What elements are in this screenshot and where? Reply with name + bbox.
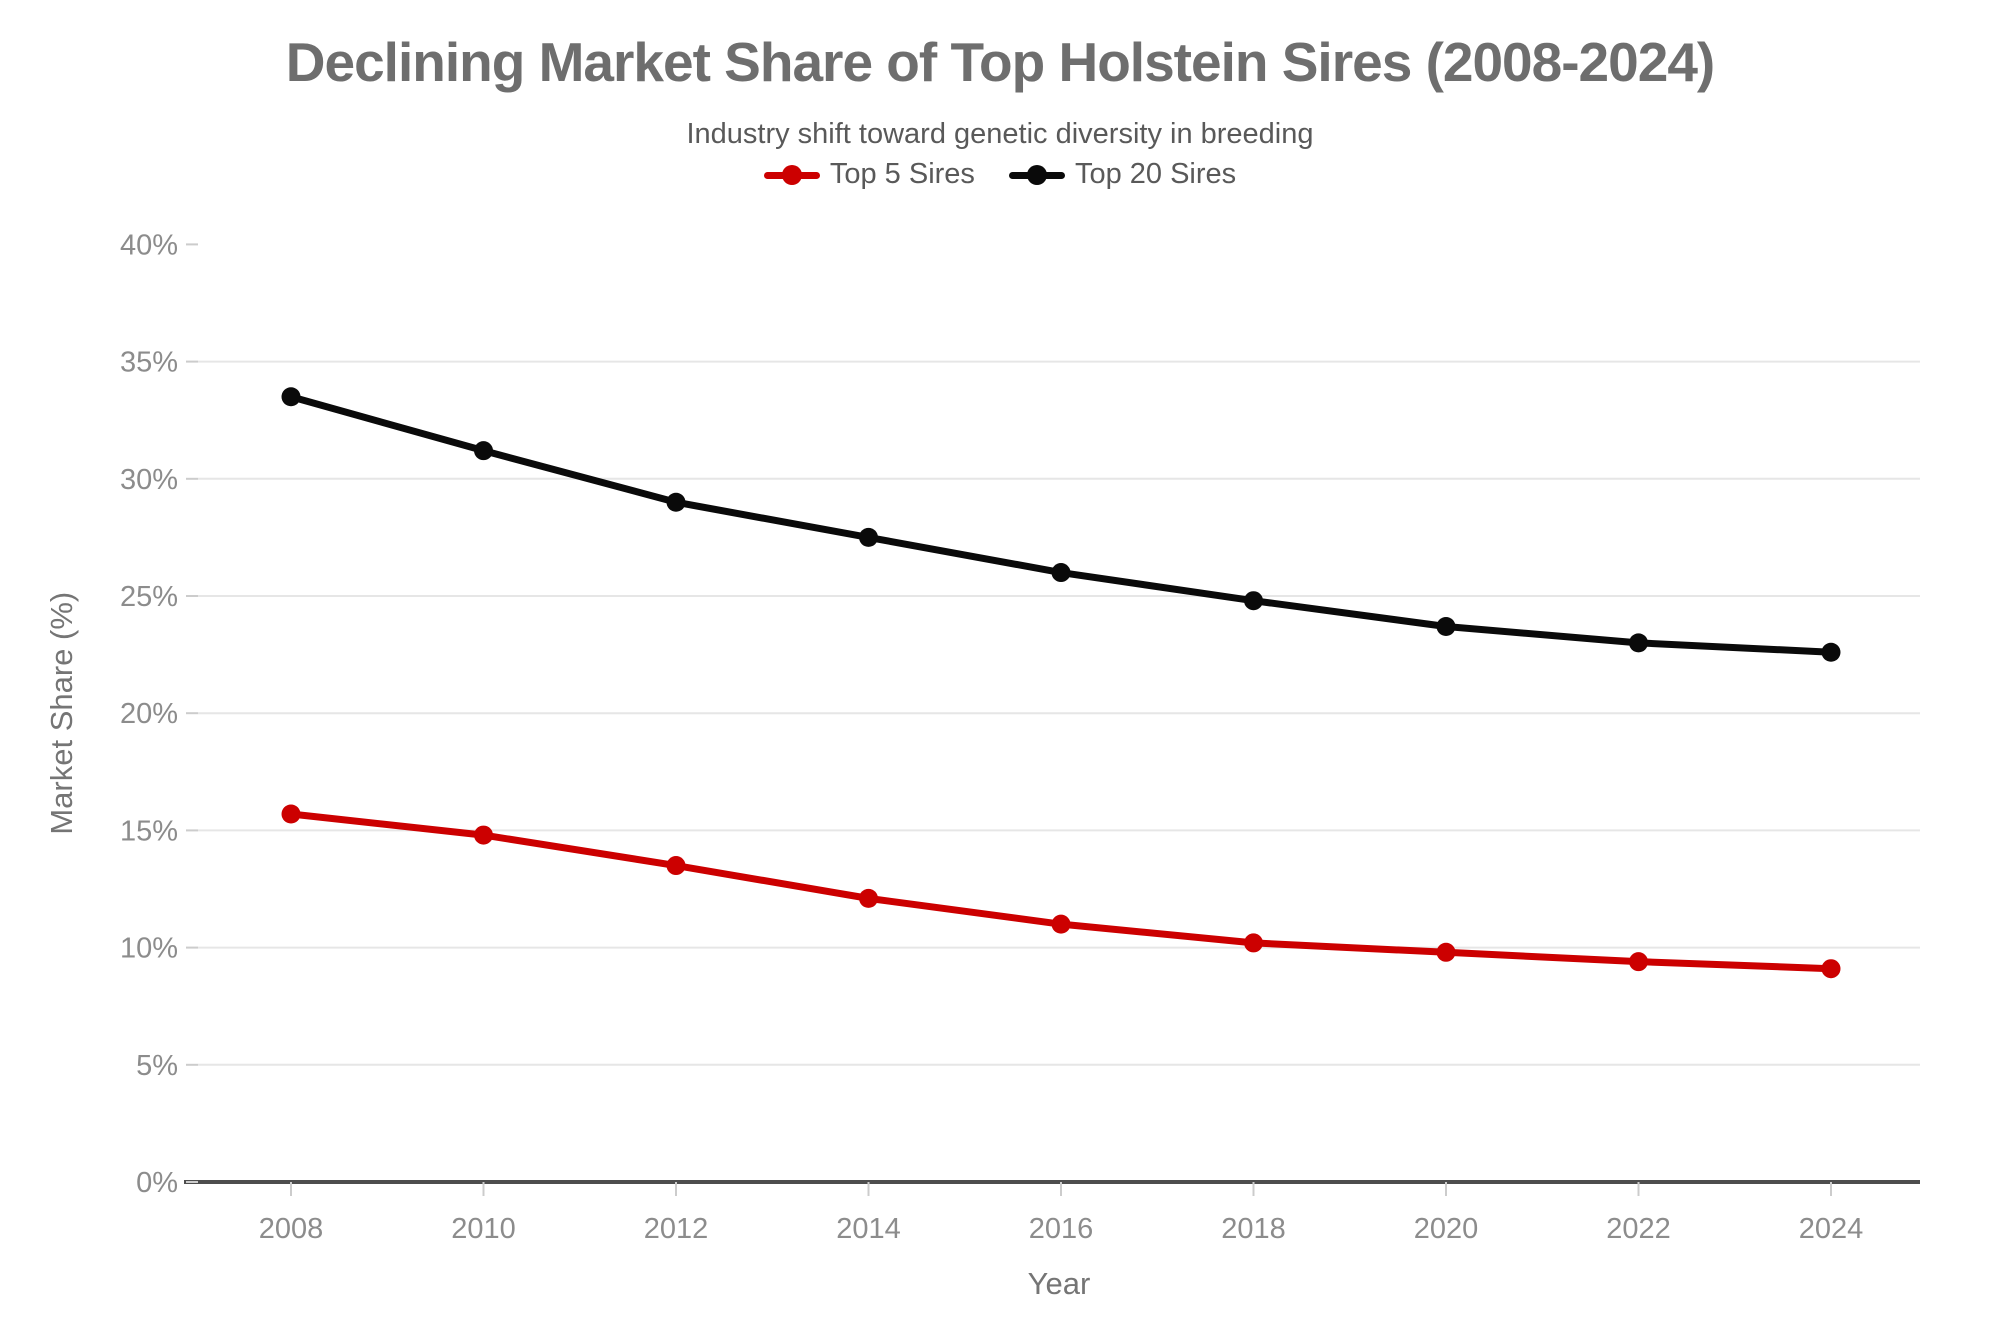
data-point-top-5-sires-2008[interactable] bbox=[281, 804, 301, 824]
x-tick-label-2014: 2014 bbox=[836, 1213, 901, 1245]
x-tick-label-2012: 2012 bbox=[644, 1213, 709, 1245]
x-axis-title: Year bbox=[1028, 1266, 1091, 1301]
data-point-top-20-sires-2024[interactable] bbox=[1821, 642, 1841, 662]
series-line-top-20-sires[interactable] bbox=[287, 393, 1835, 656]
legend-label: Top 5 Sires bbox=[829, 158, 975, 190]
data-point-top-20-sires-2020[interactable] bbox=[1436, 616, 1456, 636]
data-point-top-5-sires-2014[interactable] bbox=[859, 888, 878, 908]
data-point-top-20-sires-2016[interactable] bbox=[1051, 563, 1071, 583]
y-tick-label-40: 40% bbox=[120, 229, 178, 261]
legend-line-dot-icon bbox=[1008, 164, 1065, 186]
y-tick-label-15: 15% bbox=[120, 815, 178, 847]
x-tick-label-2018: 2018 bbox=[1221, 1213, 1286, 1245]
x-tick-label-2008: 2008 bbox=[259, 1213, 324, 1245]
data-point-top-5-sires-2022[interactable] bbox=[1629, 952, 1648, 972]
y-tick-label-0: 0% bbox=[136, 1167, 178, 1199]
data-point-top-20-sires-2022[interactable] bbox=[1629, 633, 1648, 653]
y-tick-label-10: 10% bbox=[120, 933, 178, 965]
data-point-top-5-sires-2012[interactable] bbox=[666, 856, 686, 876]
y-tick-label-20: 20% bbox=[120, 698, 178, 730]
x-tick-label-2024: 2024 bbox=[1799, 1213, 1864, 1245]
y-tick-label-5: 5% bbox=[136, 1050, 178, 1082]
legend-item-top-5-sires[interactable]: Top 5 Sires bbox=[763, 158, 975, 191]
chart-title: Declining Market Share of Top Holstein S… bbox=[285, 31, 1715, 93]
legend-item-top-20-sires[interactable]: Top 20 Sires bbox=[1008, 158, 1237, 191]
data-point-top-20-sires-2012[interactable] bbox=[666, 492, 686, 512]
data-point-top-5-sires-2020[interactable] bbox=[1436, 942, 1456, 962]
series-line-top-5-sires[interactable] bbox=[287, 810, 1835, 973]
data-point-top-5-sires-2010[interactable] bbox=[474, 825, 493, 845]
data-point-top-20-sires-2014[interactable] bbox=[859, 527, 878, 547]
y-axis-title: Market Share (%) bbox=[44, 592, 79, 835]
data-point-top-5-sires-2016[interactable] bbox=[1051, 914, 1071, 934]
data-point-top-5-sires-2018[interactable] bbox=[1244, 933, 1263, 953]
legend: Top 5 Sires Top 20 Sires bbox=[0, 158, 2000, 191]
y-tick-label-25: 25% bbox=[120, 581, 178, 613]
legend-line-dot-icon bbox=[763, 164, 820, 186]
y-tick-label-35: 35% bbox=[120, 347, 178, 379]
chart-subtitle: Industry shift toward genetic diversity … bbox=[686, 118, 1314, 150]
x-tick-label-2016: 2016 bbox=[1029, 1213, 1094, 1245]
legend-label: Top 20 Sires bbox=[1074, 158, 1237, 190]
data-point-top-20-sires-2008[interactable] bbox=[281, 387, 301, 407]
x-tick-label-2010: 2010 bbox=[451, 1213, 516, 1245]
data-point-top-20-sires-2010[interactable] bbox=[474, 441, 493, 461]
data-point-top-5-sires-2024[interactable] bbox=[1821, 959, 1841, 979]
x-tick-label-2020: 2020 bbox=[1414, 1213, 1479, 1245]
x-tick-label-2022: 2022 bbox=[1606, 1213, 1671, 1245]
data-point-top-20-sires-2018[interactable] bbox=[1244, 591, 1263, 611]
y-tick-label-30: 30% bbox=[120, 464, 178, 496]
